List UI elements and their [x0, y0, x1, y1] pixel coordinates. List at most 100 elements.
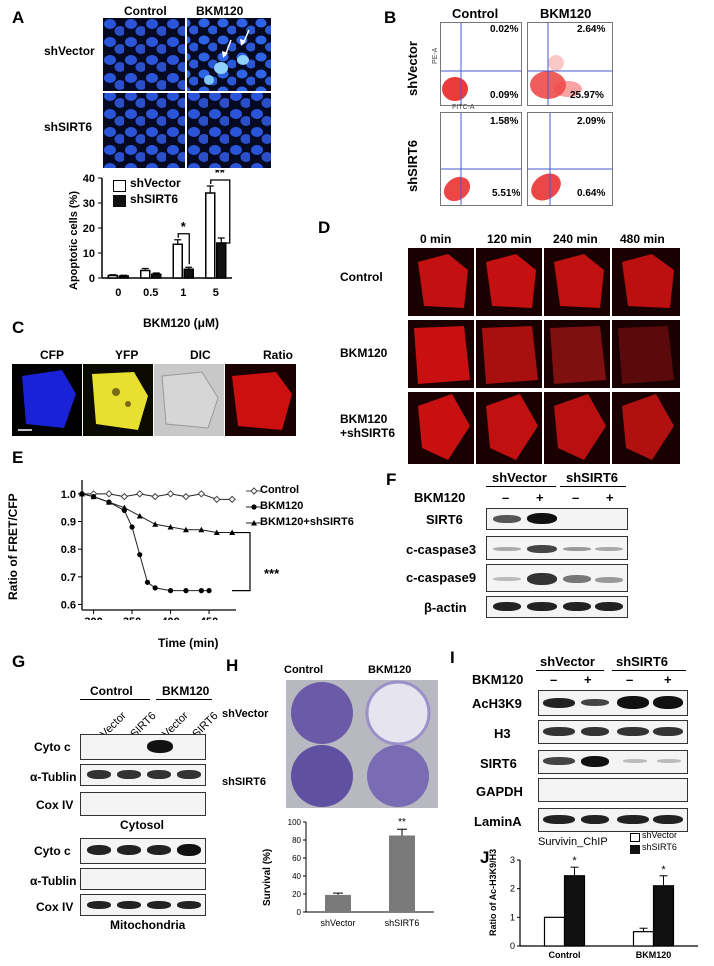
e-legend-marker-2: [251, 520, 257, 526]
g-section-mito: Mitochondria: [110, 918, 186, 932]
e-xtick-label: 400: [161, 616, 179, 620]
j-ytick-label: 1: [510, 912, 515, 922]
c-fret-images: [12, 364, 296, 436]
g-blot-tublin-bot: [80, 868, 206, 890]
f-row-ccasp9: c-caspase9: [406, 570, 477, 585]
h-ytick-label: 20: [292, 890, 301, 899]
j-xtick-label: Control: [549, 950, 581, 960]
j-legend-shvector: shVector: [642, 830, 678, 840]
g-row-cytoc-bot: Cyto c: [34, 844, 71, 858]
b-q-br-0: 0.09%: [490, 90, 519, 101]
a-row-shvector: shVector: [44, 44, 95, 58]
e-point-bkm120: [152, 585, 158, 591]
e-legend-bkm120: BKM120: [260, 500, 304, 512]
h-col-control: Control: [284, 664, 324, 676]
h-ytick-label: 40: [292, 872, 301, 881]
i-blot-ach3k9: [538, 690, 688, 716]
i-sign-3: +: [664, 672, 672, 687]
j-ytick-label: 0: [510, 941, 515, 951]
f-sign-3: +: [606, 490, 614, 505]
a-img-bkm-shsirt6: [187, 93, 271, 168]
j-sig-label: *: [572, 855, 577, 867]
e-point-control: [228, 495, 236, 504]
b-col-bkm120: BKM120: [540, 6, 592, 21]
e-ytick-label: 1.0: [61, 489, 76, 501]
b-flow-bkm-shvector: [527, 22, 613, 106]
f-blot-ccasp3: [486, 536, 628, 560]
f-blot-sirt6: [486, 508, 628, 530]
g-section-cytosol: Cytosol: [120, 818, 165, 832]
h-row-shsirt6: shSIRT6: [222, 776, 267, 788]
e-legend-marker-1: [251, 504, 257, 510]
e-point-bkm120: [129, 524, 135, 530]
a-ytick-label: 40: [83, 173, 95, 185]
h-ytick-label: 80: [292, 836, 301, 845]
a-xlabel: BKM120 (μM): [143, 316, 220, 330]
e-point-bkm-shsirt6: [198, 526, 205, 533]
a-ytick-label: 30: [83, 198, 95, 210]
g-group-control: Control: [90, 684, 133, 698]
e-point-bkm-shsirt6: [213, 529, 220, 536]
h-xtick-label: shSIRT6: [385, 918, 420, 928]
g-group-bkm120: BKM120: [162, 684, 210, 698]
h-crystal-violet-plates: [286, 680, 438, 808]
g-row-tublin-bot: α-Tublin: [30, 874, 77, 888]
b-row-shvector: shVector: [405, 41, 420, 96]
e-legend-bkm-shsirt6: BKM120+shSIRT6: [260, 516, 354, 528]
e-ylabel: Ratio of FRET/CFP: [6, 493, 20, 600]
e-legend-control: Control: [260, 484, 300, 496]
a-legend-shsirt6: shSIRT6: [130, 192, 179, 206]
e-point-bkm120: [183, 588, 189, 594]
g-blot-cytoc-top: [80, 734, 206, 760]
g-row-coxiv-bot: Cox IV: [36, 900, 74, 914]
b-axis-y: PE-A: [432, 47, 439, 64]
a-ylabel: Apoptotic cells (%): [68, 190, 80, 290]
d-row-bkm120-shsirt6: BKM120 +shSIRT6: [340, 412, 396, 440]
i-row-sirt6: SIRT6: [480, 756, 517, 771]
i-blot-sirt6: [538, 750, 688, 774]
a-col-bkm120: BKM120: [196, 4, 244, 18]
panel-label-a: A: [12, 8, 25, 27]
h-col-bkm120: BKM120: [368, 664, 412, 676]
h-ytick-label: 60: [292, 854, 301, 863]
g-blot-tublin-top: [80, 764, 206, 786]
e-point-control: [136, 490, 144, 498]
a-sig-label-1: *: [181, 219, 187, 234]
j-ylabel: Ratio of Ac-H3K9/H3: [488, 848, 498, 936]
f-treat-label: BKM120: [414, 490, 466, 505]
d-row-control: Control: [340, 270, 383, 284]
panel-label-j: J: [480, 848, 490, 867]
j-sig-label: *: [661, 864, 666, 876]
a-xtick-label: 5: [213, 287, 219, 299]
b-q-br-1: 25.97%: [570, 90, 604, 101]
a-legend-shvector: shVector: [130, 176, 181, 190]
b-flow-control-shsirt6: [440, 112, 522, 206]
a-ytick-label: 20: [83, 223, 95, 235]
g-blot-cytoc-bot: [80, 838, 206, 864]
panel-label-e: E: [12, 448, 24, 467]
d-col-240: 240 min: [553, 232, 598, 246]
f-blot-bactin: [486, 596, 628, 618]
i-blot-lamina: [538, 808, 688, 832]
e-series-line-1: [81, 493, 210, 592]
j-bar-shSIRT6: [563, 875, 586, 947]
a-sig-label-2: **: [215, 170, 226, 180]
a-sig-bracket-1: [177, 233, 190, 265]
b-col-control: Control: [452, 6, 499, 21]
g-row-tublin-top: α-Tublin: [30, 770, 77, 784]
c-label-dic: DIC: [190, 348, 211, 362]
a-bar-shVector: [107, 274, 118, 279]
e-ytick-label: 0.9: [61, 516, 76, 528]
j-bar-shSIRT6: [652, 885, 675, 947]
d-col-480: 480 min: [620, 232, 665, 246]
b-q-tr-0: 0.02%: [490, 24, 519, 35]
e-point-control: [213, 495, 221, 504]
f-blot-ccasp9: [486, 564, 628, 592]
a-bar-shSIRT6: [151, 273, 162, 279]
panel-label-i: I: [450, 648, 455, 667]
e-point-bkm-shsirt6: [182, 526, 189, 533]
c-label-cfp: CFP: [40, 348, 64, 362]
e-xtick-label: 300: [84, 616, 102, 620]
d-col-120: 120 min: [487, 232, 532, 246]
j-legend-swatch-shvector: [630, 833, 640, 842]
